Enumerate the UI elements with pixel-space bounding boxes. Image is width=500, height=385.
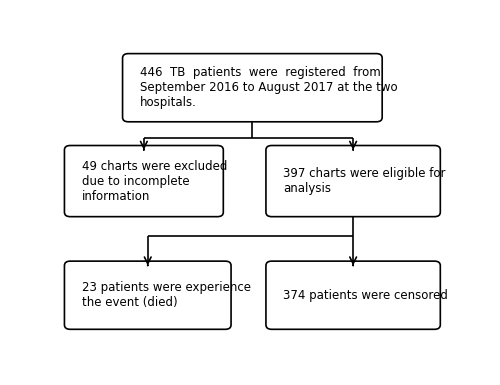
Text: 446  TB  patients  were  registered  from
September 2016 to August 2017 at the t: 446 TB patients were registered from Sep…	[140, 66, 398, 109]
Text: 397 charts were eligible for
analysis: 397 charts were eligible for analysis	[284, 167, 446, 195]
FancyBboxPatch shape	[122, 54, 382, 122]
FancyBboxPatch shape	[266, 146, 440, 217]
Text: 49 charts were excluded
due to incomplete
information: 49 charts were excluded due to incomplet…	[82, 160, 227, 203]
FancyBboxPatch shape	[64, 146, 224, 217]
FancyBboxPatch shape	[266, 261, 440, 329]
FancyBboxPatch shape	[64, 261, 231, 329]
Text: 23 patients were experience
the event (died): 23 patients were experience the event (d…	[82, 281, 251, 309]
Text: 374 patients were censored: 374 patients were censored	[284, 289, 448, 302]
